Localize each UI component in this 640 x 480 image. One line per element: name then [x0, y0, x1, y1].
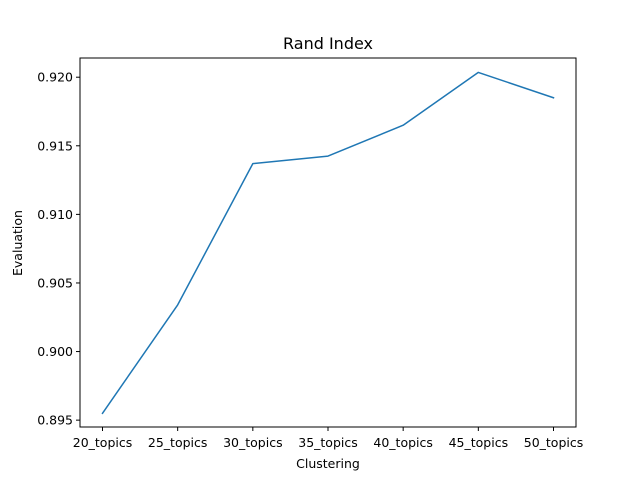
x-tick-label: 50_topics	[524, 435, 584, 450]
series-line	[101, 71, 555, 415]
x-tick-label: 25_topics	[148, 435, 208, 450]
x-tick-label: 35_topics	[298, 435, 358, 450]
y-tick-label: 0.910	[37, 207, 73, 222]
x-axis-label: Clustering	[296, 456, 360, 471]
y-tick-label: 0.905	[37, 275, 73, 290]
x-tick-label: 20_topics	[73, 435, 133, 450]
y-tick-label: 0.915	[37, 138, 73, 153]
y-axis-label: Evaluation	[10, 210, 25, 276]
y-tick-label: 0.900	[37, 344, 73, 359]
x-tick-label: 45_topics	[449, 435, 509, 450]
series-group	[101, 71, 555, 415]
y-axis: 0.895 0.900 0.905 0.910 0.915 0.920	[37, 70, 80, 428]
x-tick-label: 30_topics	[223, 435, 283, 450]
x-tick-label: 40_topics	[373, 435, 433, 450]
chart-title: Rand Index	[283, 34, 373, 53]
plot-area	[79, 57, 577, 428]
y-tick-label: 0.920	[37, 70, 73, 85]
x-axis: 20_topics 25_topics 30_topics 35_topics 40_t…	[73, 427, 584, 450]
y-tick-label: 0.895	[37, 413, 73, 428]
